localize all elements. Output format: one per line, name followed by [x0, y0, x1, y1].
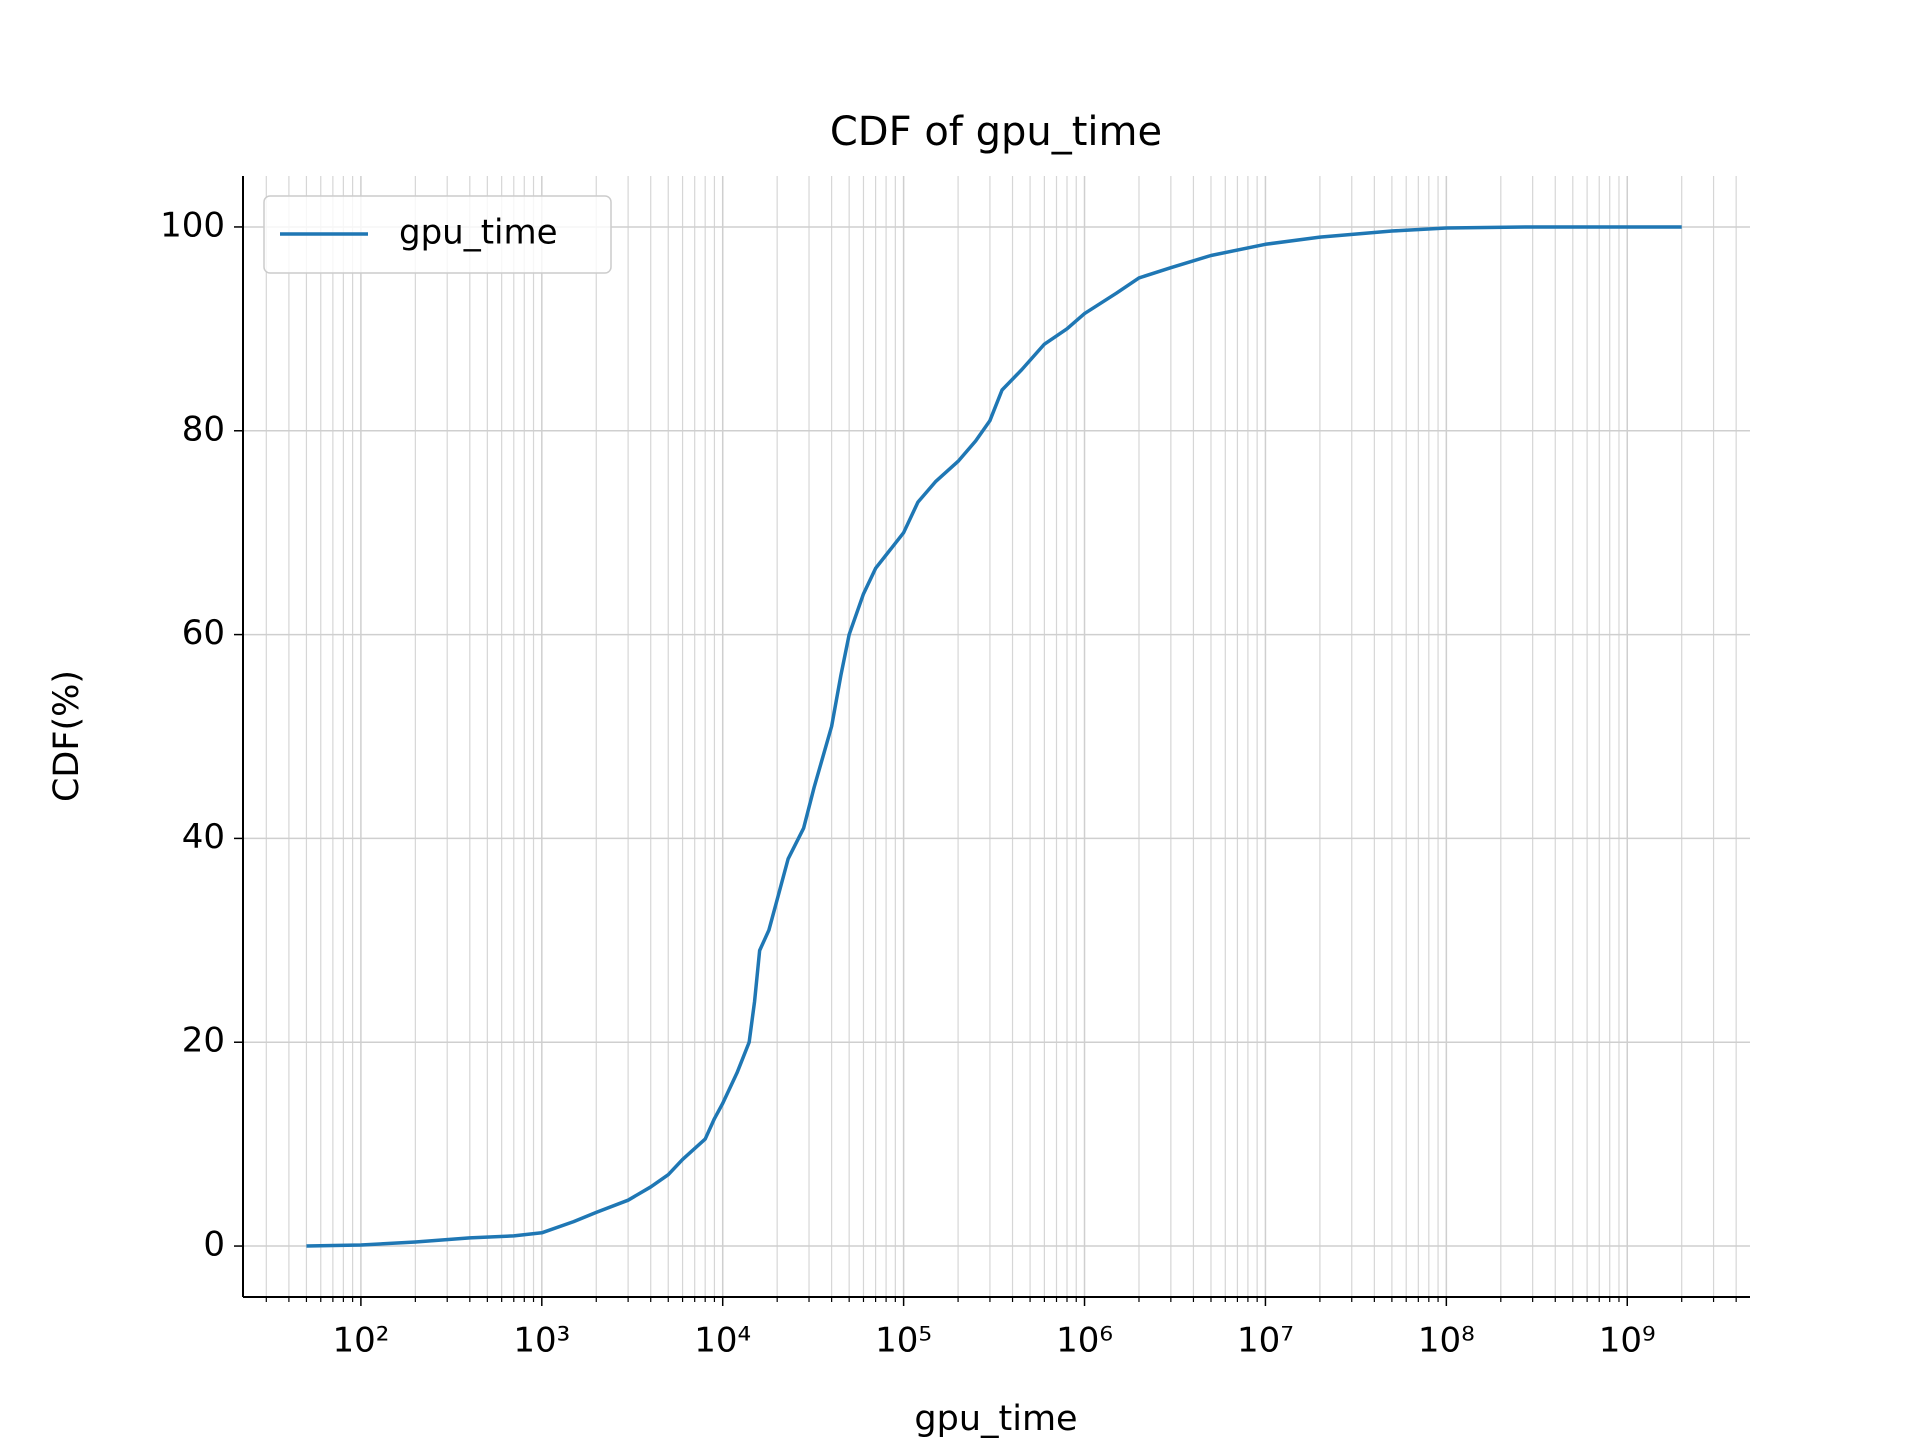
y-tick-label: 20	[182, 1021, 225, 1061]
x-tick-label: 10⁶	[1056, 1321, 1113, 1361]
legend-label: gpu_time	[399, 213, 558, 253]
x-tick-label: 10⁴	[694, 1321, 751, 1361]
x-tick-label: 10⁷	[1237, 1321, 1294, 1361]
y-tick-label: 40	[182, 817, 225, 857]
data-line	[306, 225, 1682, 1248]
y-axis-label: CDF(%)	[47, 670, 87, 802]
x-tick-label: 10⁹	[1599, 1321, 1656, 1361]
y-tick-label: 0	[203, 1225, 225, 1265]
legend-box	[263, 195, 612, 274]
y-tick-label: 80	[182, 409, 225, 449]
x-tick-label: 10⁵	[875, 1321, 932, 1361]
chart-title: CDF of gpu_time	[830, 109, 1162, 155]
x-tick-label: 10⁸	[1418, 1321, 1475, 1361]
x-tick-label: 10²	[332, 1321, 389, 1361]
x-axis-label: gpu_time	[914, 1399, 1077, 1439]
y-tick-label: 100	[160, 205, 225, 245]
y-tick-label: 60	[182, 613, 225, 653]
x-tick-label: 10³	[513, 1321, 570, 1361]
